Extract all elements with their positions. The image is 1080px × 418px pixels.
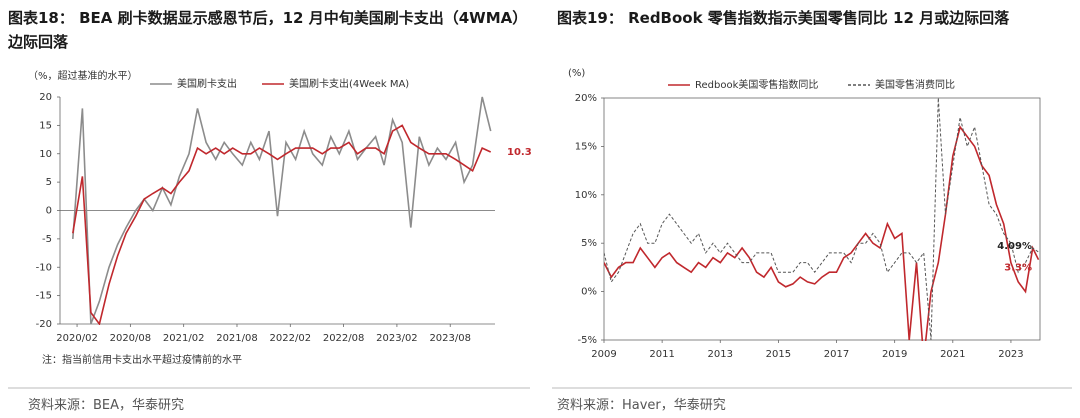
x-tick-label: 2021/08 [216, 333, 258, 344]
y-tick-label: -10 [36, 262, 52, 273]
x-tick-label: 2020/02 [56, 333, 98, 344]
x-tick-label: 2023/08 [429, 333, 471, 344]
chart-title: 图表19： RedBook 零售指数指示美国零售同比 12 月或边际回落 [557, 9, 1010, 27]
y-tick-label: 10 [39, 149, 52, 160]
y-tick-label: -5% [578, 335, 597, 346]
y-tick-label: 10% [575, 190, 597, 201]
x-tick-label: 2021/02 [163, 333, 205, 344]
y-tick-label: -15 [36, 291, 52, 302]
legend-label: 美国刷卡支出(4Week MA) [289, 77, 409, 90]
legend-label: 美国刷卡支出 [177, 77, 237, 90]
y-tick-label: 0 [46, 206, 52, 217]
y-tick-label: -20 [36, 319, 52, 330]
x-tick-label: 2020/08 [110, 333, 152, 344]
y-tick-label: 5 [46, 177, 52, 188]
x-tick-label: 2022/02 [270, 333, 312, 344]
plot-frame [603, 97, 1041, 341]
x-tick-label: 2009 [591, 349, 616, 360]
legend-label: Redbook美国零售指数同比 [695, 78, 818, 91]
y-tick-label: 15 [39, 120, 52, 131]
legend-label: 美国零售消费同比 [875, 78, 955, 91]
chart-title: 图表18： BEA 刷卡数据显示感恩节后，12 月中旬美国刷卡支出（4WMA）边… [8, 9, 528, 51]
y-tick-label: 15% [575, 141, 597, 152]
x-tick-label: 2023 [998, 349, 1023, 360]
y-tick-label: -5 [42, 234, 52, 245]
series-line [604, 125, 1040, 341]
x-tick-label: 2023/02 [376, 333, 418, 344]
x-tick-label: 2017 [824, 349, 849, 360]
x-tick-label: 2015 [766, 349, 791, 360]
note: 注：指当前信用卡支出水平超过疫情前的水平 [42, 355, 242, 366]
annotation: 3.3% [1004, 263, 1032, 274]
y-axis-label: （%，超过基准的水平） [28, 71, 138, 82]
source: 资料来源：Haver，华泰研究 [557, 398, 726, 413]
x-tick-label: 2022/08 [323, 333, 365, 344]
x-tick-label: 2011 [649, 349, 674, 360]
y-tick-label: 0% [581, 287, 597, 298]
y-tick-label: 20 [39, 92, 52, 103]
annotation: 10.3 [507, 147, 532, 158]
annotation: 4.09% [997, 241, 1032, 252]
series-line [72, 124, 492, 325]
y-axis-label: (%) [568, 68, 586, 79]
source: 资料来源：BEA，华泰研究 [28, 398, 185, 413]
x-tick-label: 2019 [882, 349, 907, 360]
y-tick-label: 5% [581, 238, 597, 249]
x-tick-label: 2013 [708, 349, 733, 360]
x-tick-label: 2021 [940, 349, 965, 360]
series-line [604, 97, 1039, 341]
y-tick-label: 20% [575, 93, 597, 104]
